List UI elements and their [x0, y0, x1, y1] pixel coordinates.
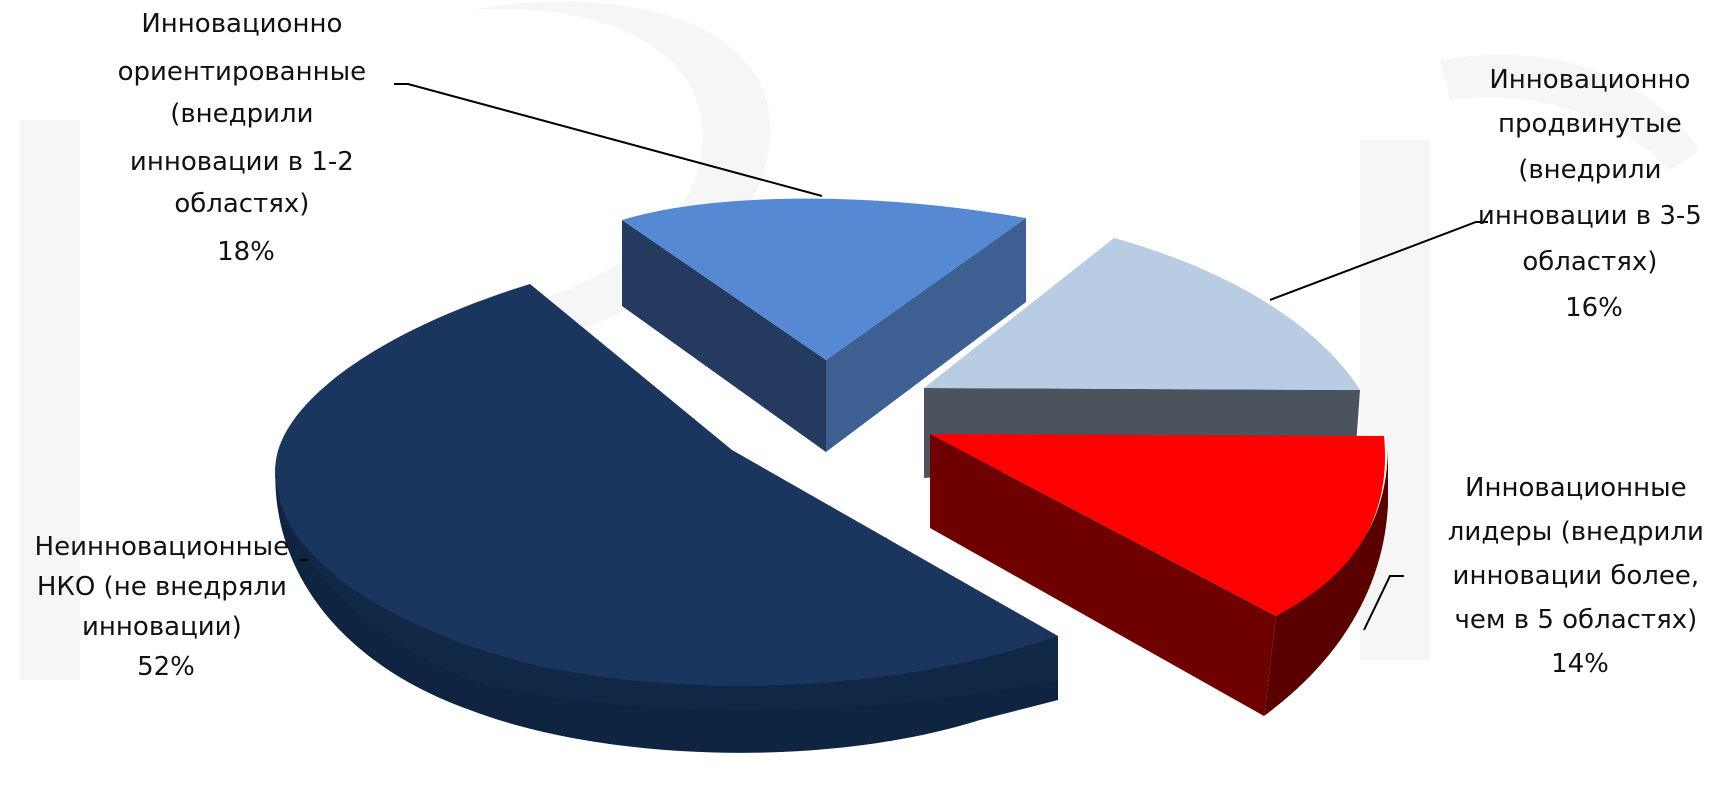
slice-label: Инновационно продвинутые (внедрили иннов…: [1478, 65, 1710, 323]
label-line: Инновационно: [141, 9, 342, 39]
label-line: инновации): [82, 612, 242, 642]
label-percent: 16%: [1565, 293, 1623, 323]
label-line: Инновационно: [1489, 65, 1690, 95]
label-percent: 52%: [137, 652, 195, 682]
label-line: НКО (не внедряли: [37, 572, 287, 602]
pie-slice-side: [622, 220, 826, 452]
label-line: (внедрили: [170, 99, 313, 129]
slice-label: Инновационно ориентированные (внедрили и…: [118, 9, 375, 267]
slice-label: Неинновационные НКО (не внедряли инновац…: [35, 532, 298, 682]
label-line: инновации в 1-2: [130, 147, 354, 177]
label-line: Инновационные: [1465, 473, 1687, 503]
leader-line: [1363, 575, 1404, 631]
slice-group: [930, 434, 1389, 716]
pie-slice-side: [930, 434, 1276, 716]
label-line: областях): [1522, 247, 1657, 277]
label-line: лидеры (внедрили: [1448, 517, 1704, 547]
leader-line: [1269, 221, 1488, 301]
label-percent: 14%: [1551, 649, 1609, 679]
pie-slice: [275, 284, 1058, 686]
pie-slice: [924, 238, 1360, 390]
pie-slice: [622, 198, 1026, 360]
leader-line: [394, 83, 823, 197]
label-line: инновации в 3-5: [1478, 201, 1702, 231]
label-percent: 18%: [217, 237, 275, 267]
label-line: ориентированные: [118, 57, 367, 87]
pie-slice: [930, 434, 1386, 616]
leader-lines: [300, 83, 1488, 631]
pie-slice-side: [826, 218, 1026, 452]
slice-group: [275, 284, 1058, 753]
label-line: инновации более,: [1453, 561, 1700, 591]
label-line: продвинутые: [1498, 109, 1682, 139]
pie-slice-shadow: [275, 460, 1058, 710]
pie-slice-side: [1264, 436, 1389, 716]
label-line: областях): [174, 189, 309, 219]
slice-label: Инновационные лидеры (внедрили инновации…: [1448, 473, 1712, 679]
label-line: (внедрили: [1518, 155, 1661, 185]
label-line: Неинновационные: [35, 532, 290, 562]
slice-group: [622, 198, 1026, 452]
label-line: чем в 5 областях): [1455, 605, 1698, 635]
